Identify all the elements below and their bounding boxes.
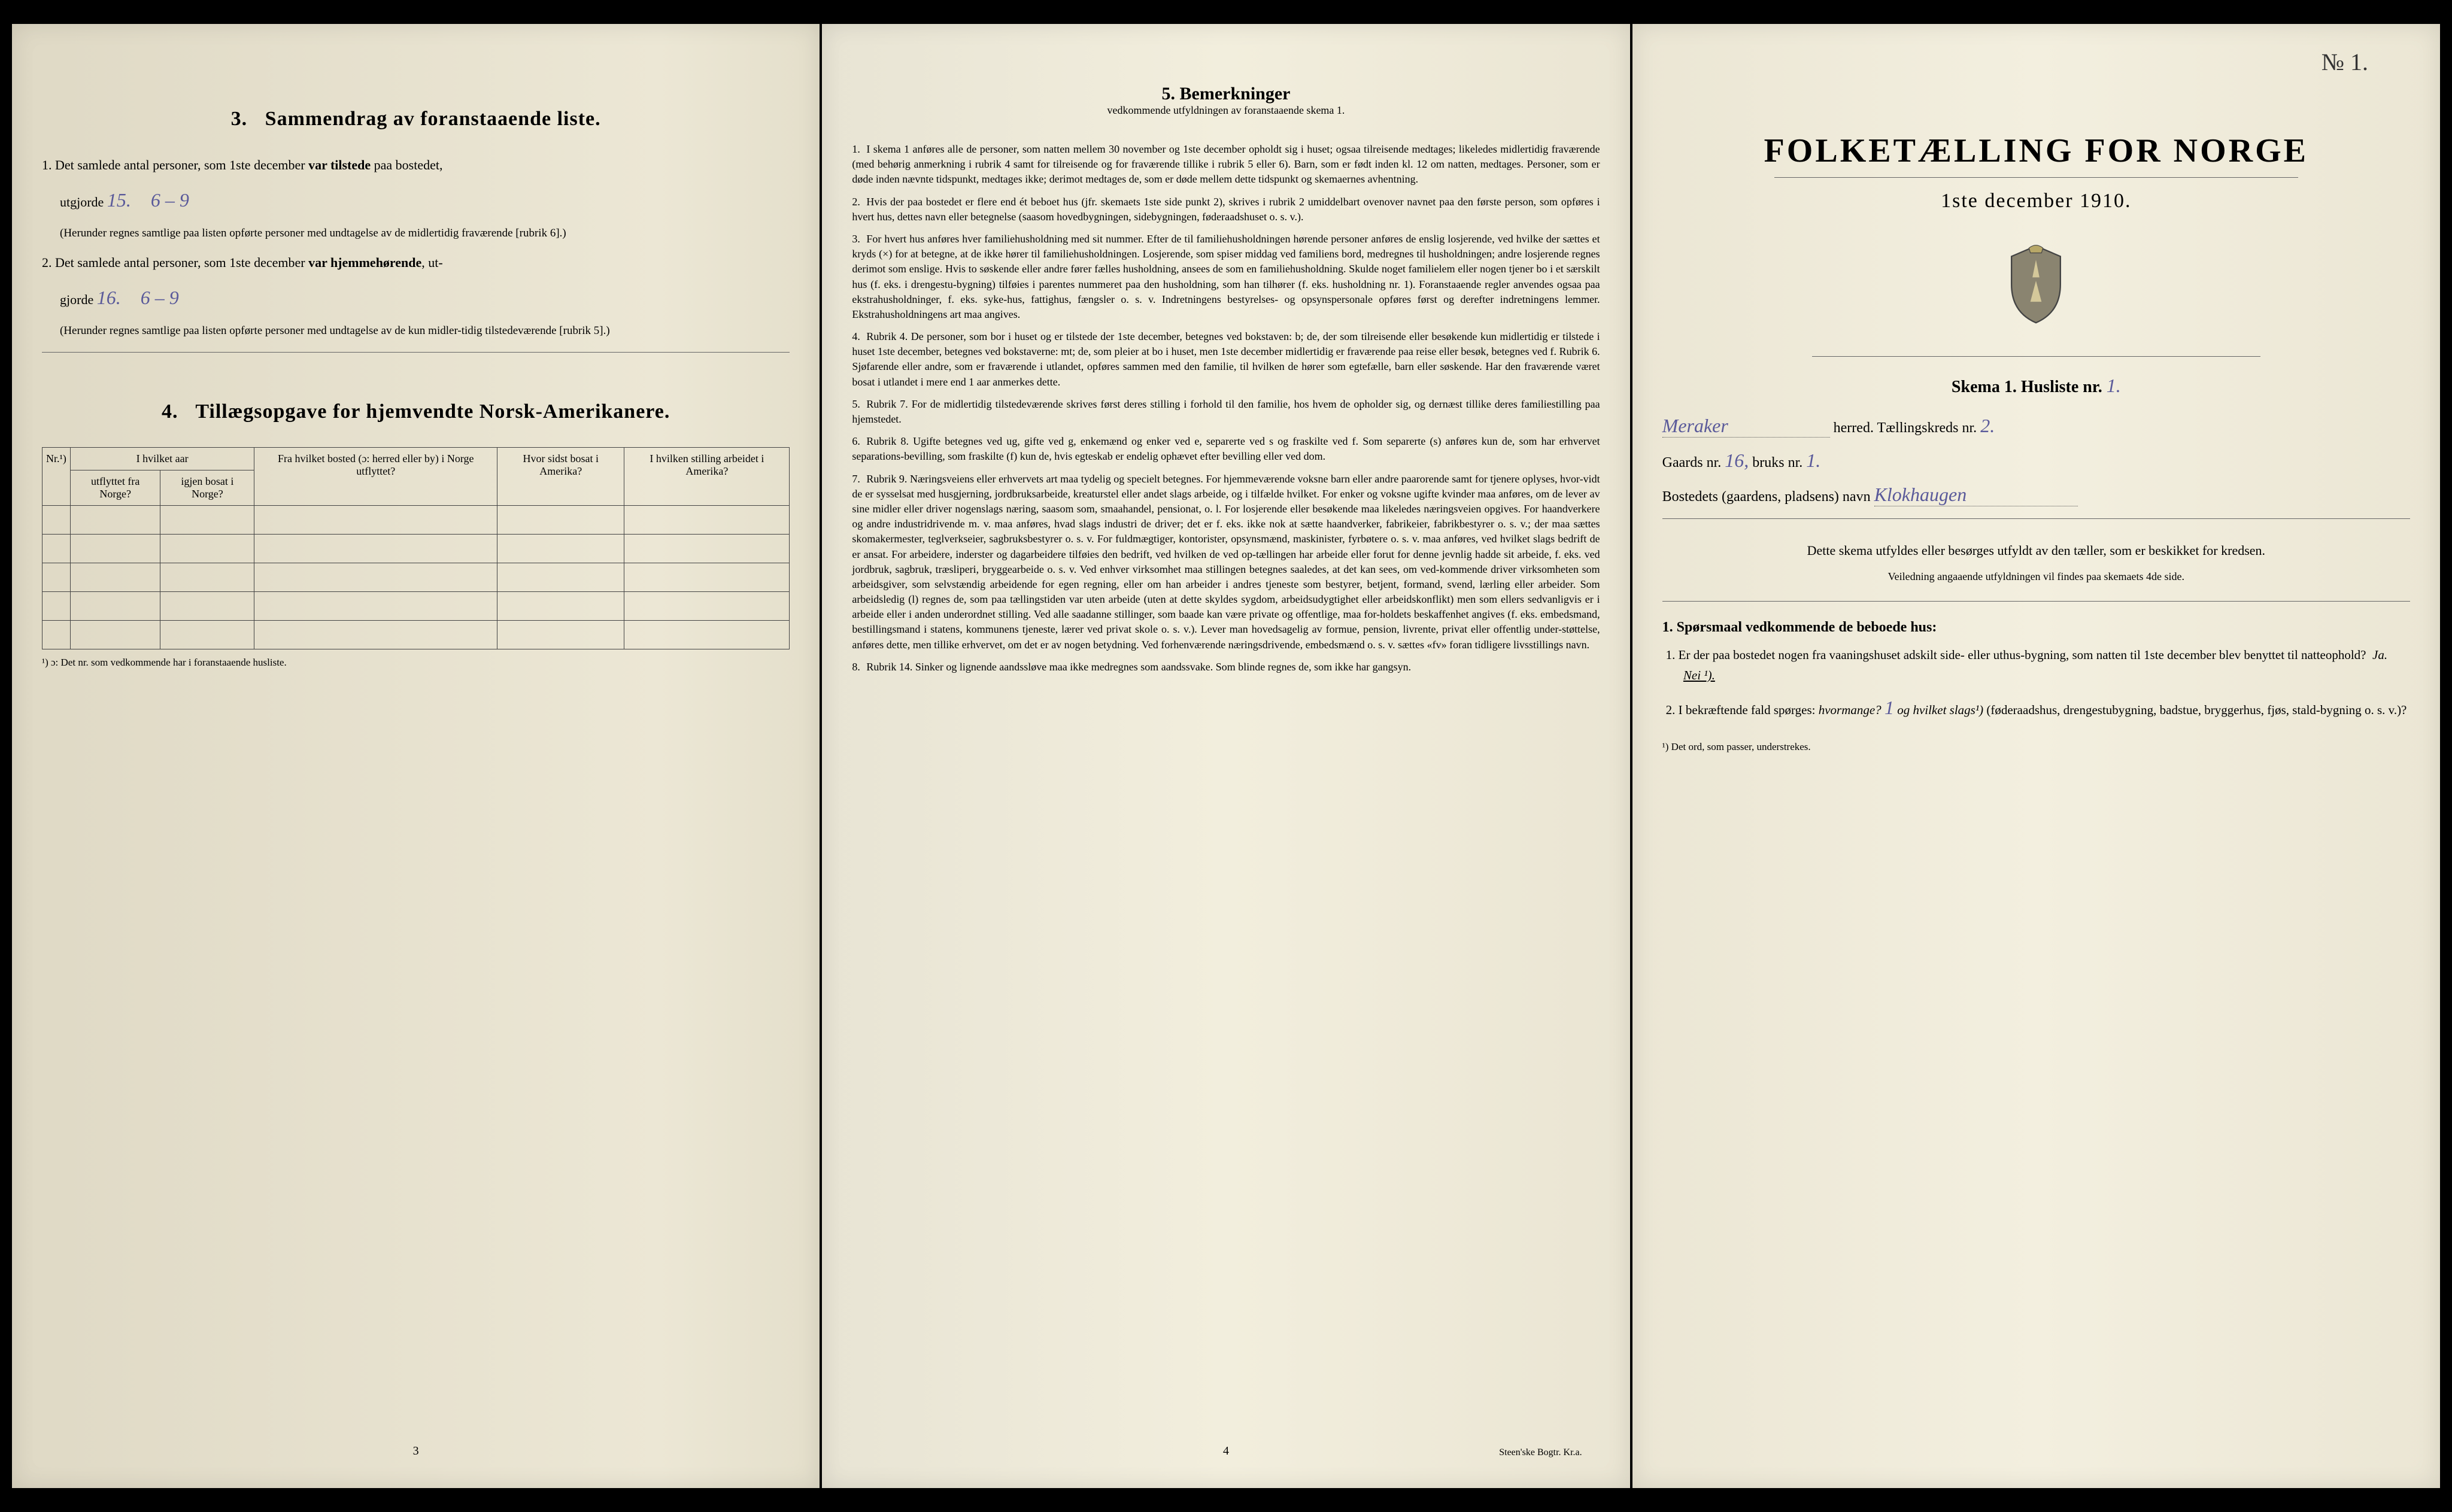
right-footnote: ¹) Det ord, som passer, understrekes. bbox=[1662, 741, 2410, 753]
table-row bbox=[43, 620, 790, 649]
page-number: 3 bbox=[413, 1444, 419, 1458]
q1-nei: Nei ¹). bbox=[1683, 668, 1715, 682]
item-2-value-line: gjorde 16. 6 – 9 bbox=[60, 283, 790, 313]
husliste-nr: 1. bbox=[2107, 375, 2121, 396]
divider bbox=[1662, 518, 2410, 519]
printer-mark: Steen'ske Bogtr. Kr.a. bbox=[1499, 1447, 1582, 1458]
table-row bbox=[43, 534, 790, 563]
item-2-val2: 6 – 9 bbox=[141, 287, 179, 308]
census-document: 3. Sammendrag av foranstaaende liste. 1.… bbox=[12, 24, 2440, 1488]
handwritten-nr: № 1. bbox=[2321, 48, 2368, 76]
question-1: 1. Er der paa bostedet nogen fra vaaning… bbox=[1680, 645, 2410, 685]
remark-3: 3.For hvert hus anføres hver familiehush… bbox=[852, 232, 1600, 322]
table-row bbox=[43, 591, 790, 620]
amerikaner-table: Nr.¹) I hvilket aar Fra hvilket bosted (… bbox=[42, 447, 790, 649]
page-4: 5. Bemerkninger vedkommende utfyldningen… bbox=[822, 24, 1629, 1488]
col-amerika-bosat: Hvor sidst bosat i Amerika? bbox=[497, 447, 624, 505]
bosted-line: Bostedets (gaardens, pladsens) navn Klok… bbox=[1662, 484, 2410, 506]
col-bosted: Fra hvilket bosted (ɔ: herred eller by) … bbox=[254, 447, 497, 505]
crest-rule bbox=[1812, 356, 2261, 357]
remark-4: 4.Rubrik 4. De personer, som bor i huset… bbox=[852, 329, 1600, 390]
q2-val: 1 bbox=[1884, 697, 1894, 718]
item-2-note: (Herunder regnes samtlige paa listen opf… bbox=[60, 323, 790, 340]
instruction-2: Veiledning angaaende utfyldningen vil fi… bbox=[1662, 570, 2410, 583]
section-4-title: Tillægsopgave for hjemvendte Norsk-Ameri… bbox=[195, 400, 670, 423]
herred-val: Meraker bbox=[1662, 415, 1830, 438]
item-1-val: 15. bbox=[107, 189, 131, 211]
table-footnote: ¹) ɔ: Det nr. som vedkommende har i fora… bbox=[42, 657, 790, 669]
bruk-val: 1. bbox=[1806, 450, 1820, 471]
q1-ja: Ja. bbox=[2372, 648, 2387, 662]
section-3-heading: 3. Sammendrag av foranstaaende liste. bbox=[42, 108, 790, 130]
question-heading: 1. Spørsmaal vedkommende de beboede hus: bbox=[1662, 620, 2410, 636]
item-1-val2: 6 – 9 bbox=[151, 189, 189, 211]
title-rule bbox=[1774, 177, 2298, 178]
section-5-subtitle: vedkommende utfyldningen av foranstaaend… bbox=[852, 104, 1600, 117]
page-1-cover: № 1. FOLKETÆLLING FOR NORGE 1ste decembe… bbox=[1632, 24, 2440, 1488]
divider bbox=[1662, 601, 2410, 602]
bosted-val: Klokhaugen bbox=[1874, 484, 2078, 506]
remark-1: 1.I skema 1 anføres alle de personer, so… bbox=[852, 142, 1600, 187]
col-stilling: I hvilken stilling arbeidet i Amerika? bbox=[624, 447, 790, 505]
question-2: 2. I bekræftende fald spørges: hvormange… bbox=[1680, 693, 2410, 723]
table-row bbox=[43, 505, 790, 534]
herred-line: Meraker herred. Tællingskreds nr. 2. bbox=[1662, 415, 2410, 438]
remark-7: 7.Rubrik 9. Næringsveiens eller erhverve… bbox=[852, 472, 1600, 652]
table-row bbox=[43, 563, 790, 591]
main-subtitle: 1ste december 1910. bbox=[1662, 190, 2410, 212]
col-igjen: igjen bosat i Norge? bbox=[160, 470, 254, 505]
section-3-title: Sammendrag av foranstaaende liste. bbox=[265, 108, 601, 130]
skema-line: Skema 1. Husliste nr. 1. bbox=[1662, 375, 2410, 397]
col-nr: Nr.¹) bbox=[43, 447, 71, 505]
page-3: 3. Sammendrag av foranstaaende liste. 1.… bbox=[12, 24, 820, 1488]
remark-2: 2.Hvis der paa bostedet er flere end ét … bbox=[852, 195, 1600, 224]
item-2-val: 16. bbox=[97, 287, 121, 308]
section-5-title: 5. Bemerkninger bbox=[852, 84, 1600, 104]
instruction-1: Dette skema utfyldes eller besørges utfy… bbox=[1662, 543, 2410, 558]
item-2: 2. Det samlede antal personer, som 1ste … bbox=[42, 252, 790, 273]
gaard-val: 16, bbox=[1725, 450, 1749, 471]
page-number: 4 bbox=[1223, 1444, 1229, 1458]
gaard-line: Gaards nr. 16, bruks nr. 1. bbox=[1662, 450, 2410, 472]
remarks-list: 1.I skema 1 anføres alle de personer, so… bbox=[852, 135, 1600, 682]
main-title: FOLKETÆLLING FOR NORGE bbox=[1662, 132, 2410, 170]
remark-8: 8.Rubrik 14. Sinker og lignende aandsslø… bbox=[852, 660, 1600, 675]
col-aar: I hvilket aar bbox=[70, 447, 254, 470]
remark-6: 6.Rubrik 8. Ugifte betegnes ved ug, gift… bbox=[852, 434, 1600, 464]
coat-of-arms-icon bbox=[2000, 242, 2072, 326]
section-4-heading: 4. Tillægsopgave for hjemvendte Norsk-Am… bbox=[42, 400, 790, 423]
remark-5: 5.Rubrik 7. For de midlertidig tilstedev… bbox=[852, 397, 1600, 427]
kreds-val: 2. bbox=[1980, 415, 1995, 436]
col-utflyttet: utflyttet fra Norge? bbox=[70, 470, 160, 505]
item-1: 1. Det samlede antal personer, som 1ste … bbox=[42, 154, 790, 175]
divider bbox=[42, 352, 790, 353]
item-1-value-line: utgjorde 15. 6 – 9 bbox=[60, 185, 790, 215]
item-1-note: (Herunder regnes samtlige paa listen opf… bbox=[60, 225, 790, 242]
